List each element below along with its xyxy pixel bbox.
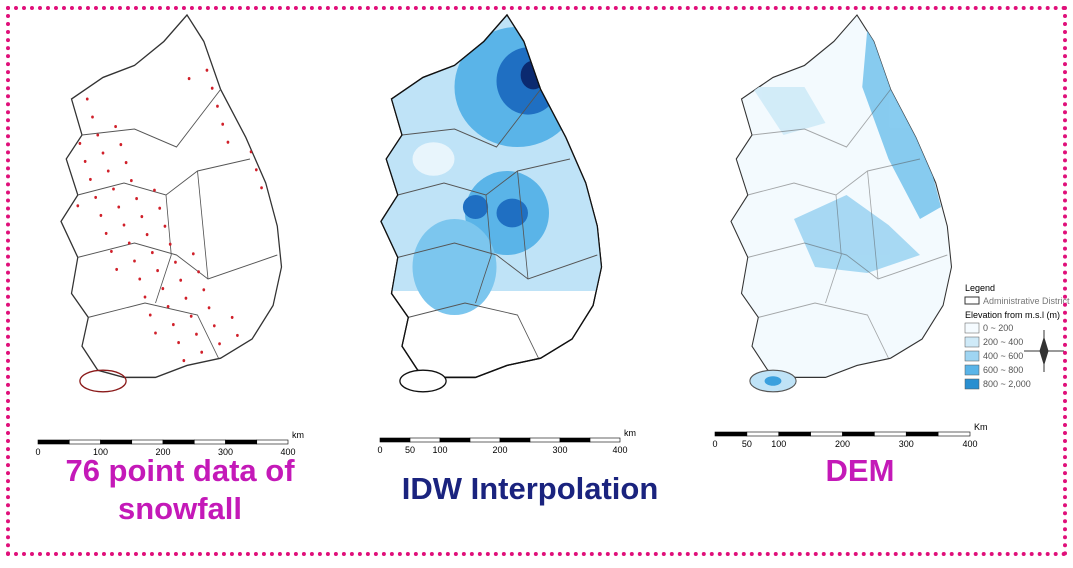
slide: 0100200300400km050100200300400km05010020…	[0, 0, 1073, 568]
caption: DEM	[760, 452, 960, 490]
caption: 76 point data of snowfall	[30, 452, 330, 528]
caption: IDW Interpolation	[400, 470, 660, 508]
